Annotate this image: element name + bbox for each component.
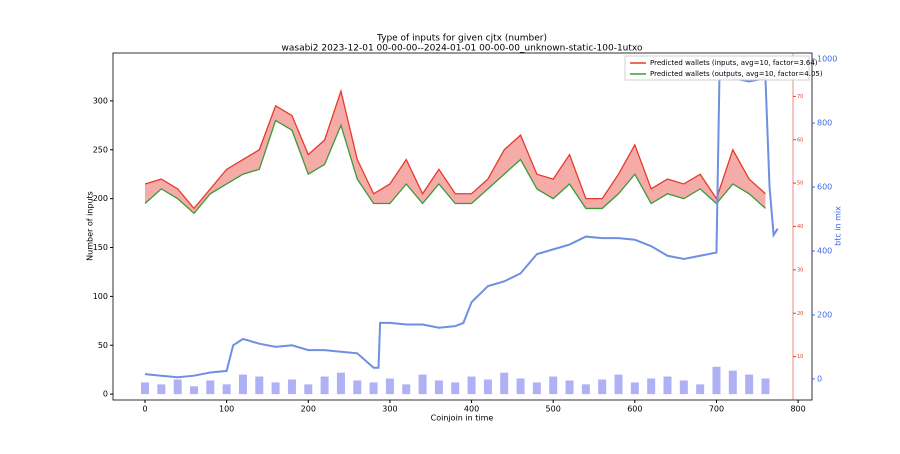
- y2-tick-label: 600: [817, 183, 832, 192]
- bar: [238, 374, 247, 395]
- y2-tick-label: 800: [817, 119, 832, 128]
- btc-line: [144, 55, 779, 379]
- chart-subtitle: wasabi2 2023-12-01 00-00-00--2024-01-01 …: [282, 44, 643, 54]
- bar: [222, 384, 231, 395]
- bar: [761, 378, 770, 395]
- y3-tick-label: 50: [797, 181, 803, 187]
- bar: [598, 379, 607, 395]
- series-line: [144, 88, 766, 210]
- legend-box: [624, 55, 810, 81]
- bar: [712, 366, 721, 395]
- bar: [385, 378, 394, 395]
- x-tick-label: 600: [627, 405, 642, 414]
- y-tick-label: 0: [103, 390, 108, 399]
- bar: [532, 382, 541, 395]
- bar: [728, 370, 737, 395]
- bar: [271, 382, 280, 395]
- bar: [336, 372, 345, 395]
- x-axis-label: Coinjoin in time: [431, 414, 494, 423]
- bar: [353, 380, 362, 395]
- series-line: [144, 119, 766, 215]
- x-tick-label: 700: [709, 405, 724, 414]
- x-tick-label: 300: [382, 405, 397, 414]
- chart-title: Type of inputs for given cjtx (number): [376, 34, 547, 44]
- bar: [516, 378, 525, 395]
- bar: [647, 378, 656, 395]
- bar: [369, 382, 378, 395]
- bar: [500, 372, 509, 395]
- y2-tick-label: 400: [817, 246, 832, 255]
- y2-tick-label: 200: [817, 310, 832, 319]
- x-tick-label: 500: [546, 405, 561, 414]
- bar: [679, 380, 688, 395]
- y3-tick-label: 30: [797, 267, 803, 273]
- bar: [581, 384, 590, 395]
- y-tick-label: 150: [93, 243, 108, 252]
- y3-tick-label: 40: [797, 224, 803, 230]
- x-tick-label: 200: [301, 405, 316, 414]
- legend: Predicted wallets (inputs, avg=10, facto…: [624, 55, 823, 81]
- bar: [483, 379, 492, 395]
- bar: [451, 382, 460, 395]
- y3-tick-label: 20: [797, 311, 803, 317]
- y-axis-label: Number of inputs: [86, 191, 95, 261]
- bar: [663, 376, 672, 395]
- bar: [157, 384, 166, 395]
- y-tick-label: 50: [98, 341, 108, 350]
- bar: [255, 376, 264, 395]
- plot-frame: [112, 52, 813, 401]
- legend-label: Predicted wallets (outputs, avg=10, fact…: [650, 70, 823, 78]
- bar: [696, 384, 705, 395]
- bar: [549, 376, 558, 395]
- y2-tick-label: 0: [817, 374, 822, 383]
- bar: [630, 382, 639, 395]
- bar: [418, 374, 427, 395]
- bar: [402, 384, 411, 395]
- x-tick-label: 400: [464, 405, 479, 414]
- y-tick-label: 200: [93, 194, 108, 203]
- y2-tick-label: 1000: [817, 55, 837, 64]
- x-tick-label: 100: [219, 405, 234, 414]
- bar: [467, 376, 476, 395]
- legend-label: Predicted wallets (inputs, avg=10, facto…: [650, 59, 818, 67]
- y3-tick-label: 10: [797, 354, 803, 360]
- y3-tick-label: 70: [797, 94, 803, 100]
- y-tick-label: 300: [93, 96, 108, 105]
- bar: [141, 382, 150, 395]
- y2-axis-label: btc in mix: [834, 206, 843, 246]
- bar: [434, 380, 443, 395]
- x-tick-label: 0: [142, 405, 147, 414]
- y-tick-label: 250: [93, 145, 108, 154]
- bar: [173, 379, 182, 395]
- bar: [614, 374, 623, 395]
- bar: [206, 380, 215, 395]
- bar: [304, 384, 313, 395]
- bar: [189, 386, 198, 395]
- y3-tick-label: 60: [797, 137, 803, 143]
- bar: [745, 374, 754, 395]
- bar: [320, 376, 329, 395]
- bar: [287, 379, 296, 395]
- x-tick-label: 800: [790, 405, 805, 414]
- bar: [565, 380, 574, 395]
- y-tick-label: 100: [93, 292, 108, 301]
